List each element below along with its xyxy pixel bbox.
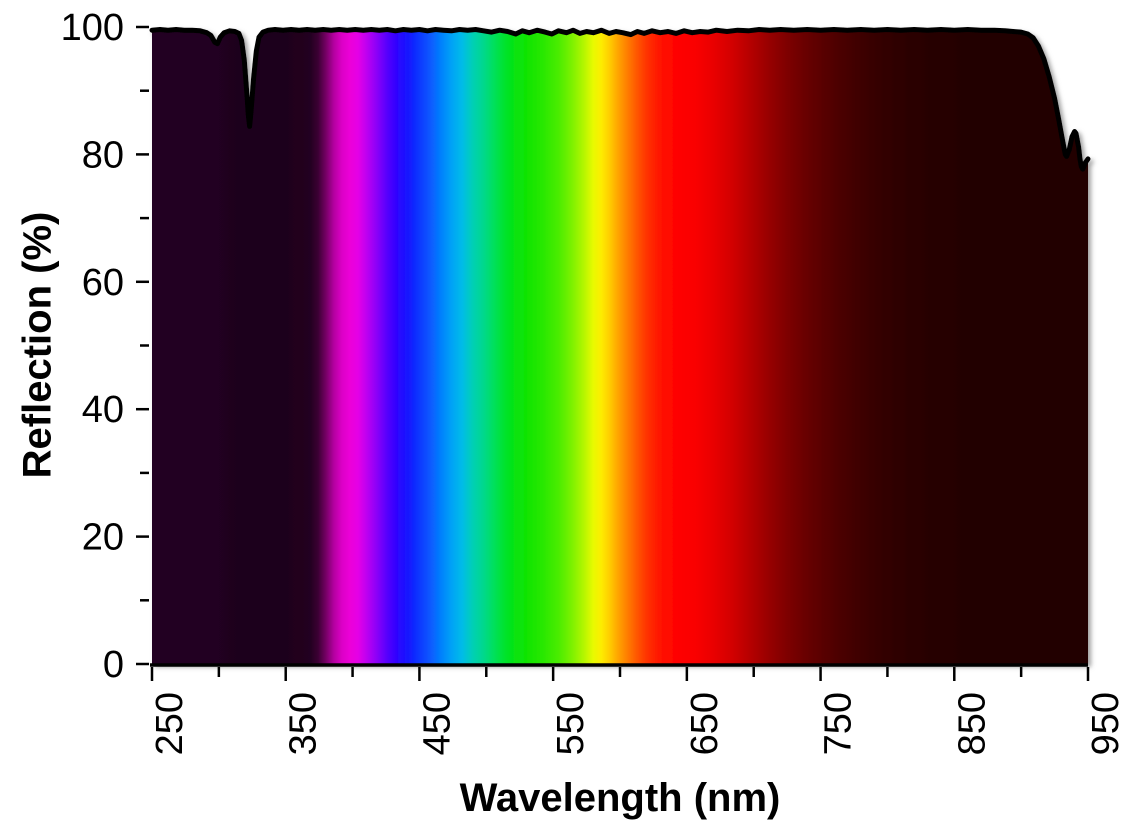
y-tick-label: 20 xyxy=(82,517,124,559)
x-tick-label: 650 xyxy=(684,692,726,755)
x-tick-label: 450 xyxy=(416,692,458,755)
y-tick-label: 40 xyxy=(82,389,124,431)
x-axis-title: Wavelength (nm) xyxy=(459,776,781,820)
y-tick-label: 0 xyxy=(103,644,124,686)
x-tick-label: 350 xyxy=(283,692,325,755)
y-tick-label: 100 xyxy=(61,7,124,49)
x-tick-label: 850 xyxy=(951,692,993,755)
y-tick-label: 60 xyxy=(82,262,124,304)
reflection-series xyxy=(149,27,1091,664)
y-axis-title: Reflection (%) xyxy=(15,211,60,479)
x-tick-label: 950 xyxy=(1085,692,1127,755)
y-tick-label: 80 xyxy=(82,134,124,176)
x-tick-label: 750 xyxy=(818,692,860,755)
x-tick-label: 250 xyxy=(149,692,191,755)
reflection-curve xyxy=(149,27,1091,172)
x-tick-label: 550 xyxy=(550,692,592,755)
spectrum-area-fill xyxy=(152,29,1088,664)
